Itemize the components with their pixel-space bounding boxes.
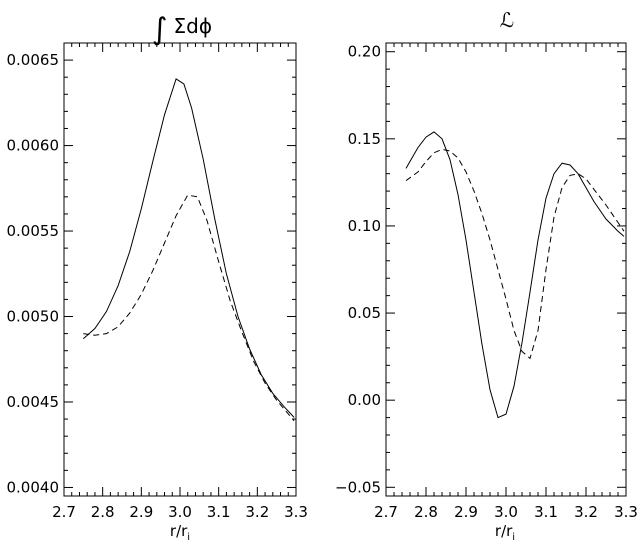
solid-series-line [82,78,295,418]
x-axis-label-main: r/r [495,522,513,540]
x-tick-label: 2.8 [91,503,115,521]
solid-series-line [405,131,625,419]
y-tick-label: 0.0060 [7,137,60,155]
x-ticks: 2.7 2.8 2.9 3.0 3.1 3.2 3.3 [52,43,308,521]
x-tick-label: 2.7 [374,503,398,521]
y-tick-label: 0.00 [348,391,381,409]
series-group [405,131,625,419]
y-ticks: 0.0040 0.0045 0.0050 0.0055 0.0060 0.0065 [7,42,296,496]
y-tick-label: 0.15 [348,130,381,148]
y-tick-label: 0.0055 [7,222,60,240]
plot-frame [385,42,627,497]
plot-frame [63,42,297,497]
chart-title: ℒ [500,8,514,32]
x-tick-label: 3.0 [168,503,192,521]
x-tick-label: 3.3 [284,503,308,521]
y-tick-label: 0.10 [348,217,381,235]
x-tick-label: 3.1 [207,503,231,521]
x-tick-label: 2.7 [52,503,76,521]
x-tick-label: 2.8 [414,503,438,521]
y-tick-label: 0.20 [348,43,381,61]
y-tick-label: 0.05 [348,304,381,322]
x-tick-label: 2.9 [129,503,153,521]
x-tick-label: 3.0 [494,503,518,521]
x-axis-label: r/ri [495,522,515,543]
x-tick-label: 3.2 [245,503,269,521]
x-axis-label-sub: i [512,532,515,543]
x-tick-label: 3.2 [574,503,598,521]
x-axis-label-sub: i [187,532,190,543]
panel-l: 2.7 2.8 2.9 3.0 3.1 3.2 3.3 −0.05 0.00 0.05 0.10 0… [335,8,637,543]
x-tick-label: 3.3 [614,503,637,521]
x-ticks: 2.7 2.8 2.9 3.0 3.1 3.2 3.3 [374,43,637,521]
y-tick-label: 0.0065 [7,51,60,69]
y-tick-label: 0.0040 [7,478,60,496]
dashed-series-line [405,148,625,360]
y-tick-label: −0.05 [335,478,381,496]
y-ticks: −0.05 0.00 0.05 0.10 0.15 0.20 [335,43,626,496]
x-axis-label: r/ri [170,522,190,543]
series-group [82,78,295,422]
title-text: Σdϕ [174,14,213,38]
panel-sigma-integral: 2.7 2.8 2.9 3.0 3.1 3.2 3.3 0.0040 0.0045 0.0050… [7,12,308,543]
chart-title: ∫ Σdϕ [152,12,212,47]
integral-sign: ∫ [152,12,168,47]
y-tick-label: 0.0045 [7,393,60,411]
y-tick-label: 0.0050 [7,308,60,326]
x-tick-label: 2.9 [454,503,478,521]
dashed-series-line [83,194,295,422]
x-axis-label-main: r/r [170,522,188,540]
x-tick-label: 3.1 [534,503,558,521]
